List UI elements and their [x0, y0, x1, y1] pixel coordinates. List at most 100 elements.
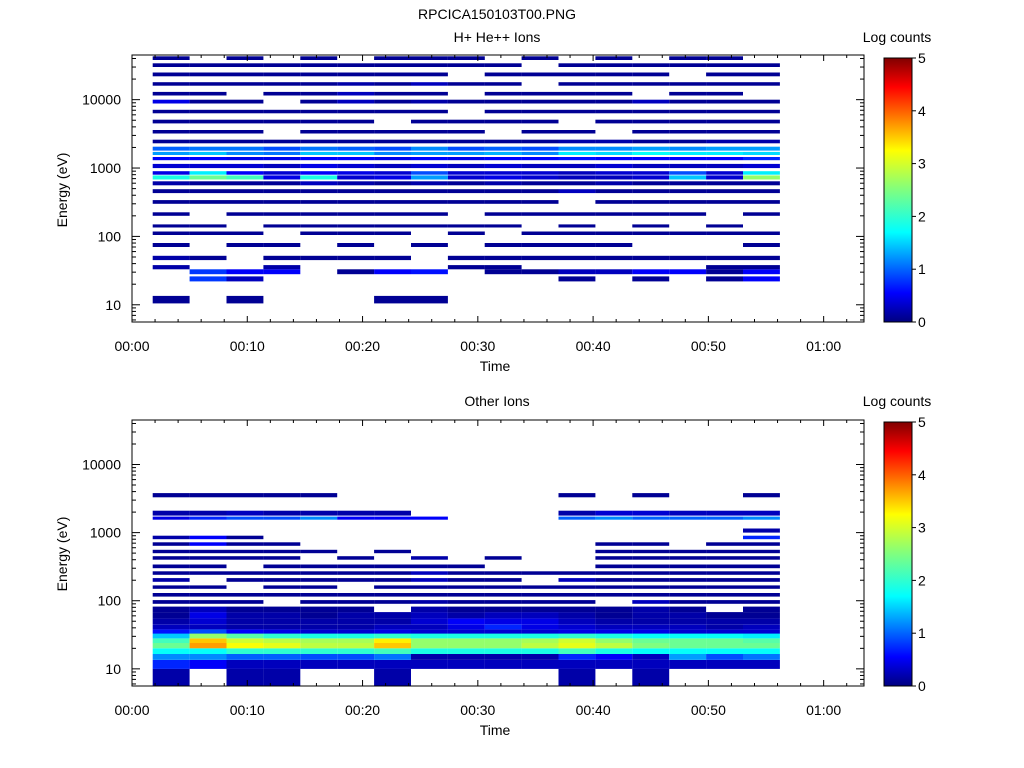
heatmap-cell [152, 171, 190, 175]
heatmap-cell [558, 654, 596, 660]
heatmap-cell [226, 189, 264, 194]
heatmap-cell [263, 91, 301, 96]
heatmap-cell [374, 157, 411, 161]
heatmap-cell [595, 624, 633, 630]
heatmap-cell [189, 593, 227, 597]
heatmap-cell [263, 200, 301, 204]
heatmap-cell [669, 130, 707, 134]
heatmap-cell [521, 654, 559, 660]
heatmap-cell [743, 265, 780, 270]
heatmap-cell [374, 648, 411, 654]
heatmap-cell [374, 231, 411, 235]
heatmap-cell [743, 585, 780, 589]
heatmap-cell [706, 585, 743, 589]
heatmap-cell [669, 99, 707, 104]
heatmap-cell [595, 648, 633, 654]
heatmap-cell [300, 585, 338, 589]
heatmap-cell [152, 629, 190, 634]
heatmap-cell [595, 72, 633, 77]
heatmap-cell [521, 171, 559, 175]
x-axis-label: Time [480, 358, 511, 374]
heatmap-cell [300, 516, 338, 520]
heatmap-cell [263, 618, 301, 625]
heatmap-cell [706, 255, 743, 261]
heatmap-cell [669, 606, 707, 613]
heatmap-cell [484, 171, 522, 175]
heatmap-cell [411, 612, 448, 619]
heatmap-cell [300, 157, 338, 161]
heatmap-cell [263, 542, 301, 546]
heatmap-cell [632, 163, 670, 169]
heatmap-cell [337, 648, 375, 654]
heatmap-cell [226, 556, 264, 560]
heatmap-cell [484, 600, 522, 604]
heatmap-cell [374, 200, 411, 204]
heatmap-cell [300, 606, 338, 613]
heatmap-cell [337, 130, 375, 134]
x-tick-label: 00:10 [230, 702, 265, 718]
heatmap-cell [337, 600, 375, 604]
heatmap-cell [632, 82, 670, 86]
heatmap-cell [374, 624, 411, 630]
heatmap-cell [632, 72, 670, 77]
heatmap-cell [595, 612, 633, 619]
heatmap-cell [595, 151, 633, 155]
heatmap-cell [484, 63, 522, 67]
heatmap-cell [337, 171, 375, 175]
heatmap-cell [558, 157, 596, 161]
x-tick-label: 01:00 [806, 702, 841, 718]
heatmap-cell [189, 535, 227, 540]
heatmap-cell [300, 109, 338, 114]
heatmap-cell [337, 624, 375, 630]
heatmap-cell [152, 660, 190, 669]
heatmap-cell [632, 157, 670, 161]
heatmap-cell [521, 119, 559, 124]
heatmap-cell [743, 493, 780, 498]
heatmap-cell [226, 593, 264, 597]
heatmap-cell [447, 163, 485, 169]
heatmap-cell [152, 99, 190, 104]
heatmap-cell [447, 99, 485, 104]
heatmap-cell [263, 660, 301, 669]
heatmap-cell [521, 600, 559, 604]
heatmap-cell [632, 151, 670, 155]
heatmap-cell [152, 585, 190, 589]
heatmap-cell [669, 200, 707, 204]
heatmap-cell [374, 629, 411, 634]
heatmap-cell [447, 571, 485, 575]
heatmap-cell [484, 99, 522, 104]
heatmap-cell [152, 130, 190, 134]
heatmap-cell [558, 668, 596, 686]
heatmap-cell [706, 200, 743, 204]
heatmap-cell [521, 109, 559, 114]
colorbar: Log counts 0 1 2 3 4 5 [863, 393, 932, 694]
heatmap-cell [263, 510, 301, 516]
heatmap-cell [743, 139, 780, 144]
heatmap-cell [595, 189, 633, 194]
heatmap-cell [152, 255, 190, 261]
heatmap-cell [595, 593, 633, 597]
heatmap-cell [152, 163, 190, 169]
heatmap-cell [374, 181, 411, 186]
heatmap-cell [484, 660, 522, 669]
heatmap-cell [558, 189, 596, 194]
heatmap-cell [743, 109, 780, 114]
heatmap-cell [632, 593, 670, 597]
heatmap-cell [447, 189, 485, 194]
heatmap-cell [374, 91, 411, 96]
heatmap-cell [558, 109, 596, 114]
heatmap-cell [632, 578, 670, 582]
heatmap-cell [632, 633, 670, 639]
heatmap-cell [152, 516, 190, 520]
heatmap-cell [152, 535, 190, 540]
heatmap-cell [189, 130, 227, 134]
heatmap-cell [374, 99, 411, 104]
heatmap-cell [558, 493, 596, 498]
heatmap-cell [152, 72, 190, 77]
heatmap-cell [595, 516, 633, 520]
heatmap-cell [595, 638, 633, 643]
heatmap-cell [558, 91, 596, 96]
heatmap-cell [152, 265, 190, 270]
heatmap-cell [743, 189, 780, 194]
heatmap-cell [411, 654, 448, 660]
